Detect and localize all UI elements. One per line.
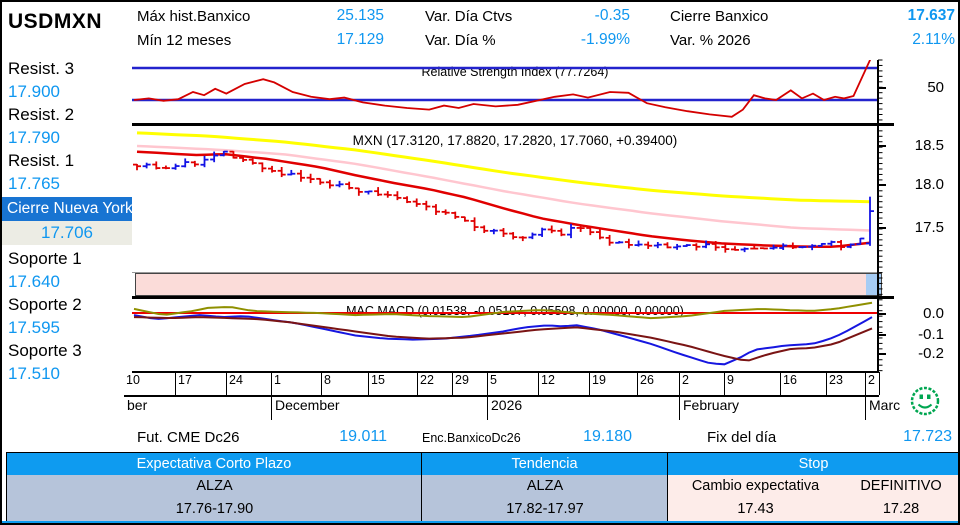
resist-1-value: 17.765 (8, 174, 60, 193)
stat-label-var-2026: Var. % 2026 (670, 32, 751, 49)
stop-definitivo-value: 17.28 (882, 501, 920, 517)
stat-label-var-ctvs: Var. Día Ctvs (425, 8, 513, 25)
y-axis-label: 18.0 (914, 176, 944, 193)
resist-3-label: Resist. 3 (8, 59, 75, 78)
enc-banxico-label: Enc.BanxicoDc26 (422, 431, 521, 445)
tendencia-range: 17.82-17.97 (506, 501, 584, 517)
x-tick-label: 29 (452, 373, 487, 395)
x-tick-label: 17 (175, 373, 226, 395)
x-tick-label: 2 (865, 373, 879, 395)
price-panel-baseline (132, 272, 877, 273)
x-tick-label: 2 (679, 373, 724, 395)
y-axis-label: 50 (927, 79, 944, 96)
resist-2-label: Resist. 2 (8, 105, 75, 124)
x-tick-label: 12 (538, 373, 589, 395)
price-panel: MXN (17.3120, 17.8820, 17.2820, 17.7060,… (132, 126, 877, 273)
expectativa-range: 17.76-17.90 (175, 501, 254, 517)
bottom-accent-strip (2, 521, 958, 523)
rsi-panel: Relative Strength Index (77.7264) (132, 60, 877, 124)
x-tick-label: 24 (226, 373, 271, 395)
stat-label-min-12m: Mín 12 meses (137, 32, 232, 49)
x-month-label: Marc (865, 397, 914, 420)
x-tick-label: 23 (826, 373, 865, 395)
expectativa-trend: ALZA (196, 478, 233, 494)
cierre-nueva-york-cell[interactable]: Cierre Nueva York (2, 197, 133, 221)
y-axis-label: -0.2 (918, 345, 944, 362)
x-month-label: 2026 (487, 397, 679, 420)
x-month-label: February (679, 397, 865, 420)
soporte-3-value: 17.510 (8, 364, 60, 383)
y-axis-label: 0.0 (923, 305, 944, 322)
x-tick-label: 1 (271, 373, 321, 395)
header-stop: Stop (668, 453, 958, 475)
panel-separator (132, 296, 894, 299)
tendencia-cell-bg (422, 475, 668, 521)
soporte-2-label: Soporte 2 (8, 295, 82, 314)
stat-value-max-hist: 25.135 (336, 7, 384, 24)
stat-label-max-hist: Máx hist.Banxico (137, 8, 251, 25)
x-axis-divider (124, 395, 879, 397)
x-axis-end-line (879, 372, 880, 395)
resist-2-value: 17.790 (8, 128, 60, 147)
y-axis (877, 59, 886, 372)
soporte-3-label: Soporte 3 (8, 341, 82, 360)
lower-band (135, 273, 882, 296)
stat-label-cierre-banxico: Cierre Banxico (670, 8, 769, 25)
x-tick-label: 9 (724, 373, 780, 395)
svg-text:MXN (17.3120, 17.8820, 17.2820: MXN (17.3120, 17.8820, 17.2820, 17.7060,… (353, 133, 678, 148)
x-axis-months: ber December 2026 February Marc (124, 397, 914, 420)
x-tick-label: 22 (417, 373, 452, 395)
x-axis-line (132, 371, 879, 373)
soporte-1-label: Soporte 1 (8, 249, 82, 268)
x-tick-label: 15 (368, 373, 417, 395)
stop-cell-bg (668, 475, 958, 521)
stop-definitivo-label: DEFINITIVO (860, 478, 942, 494)
fut-cme-value: 19.011 (339, 428, 387, 445)
smiley-icon (910, 386, 940, 416)
stop-cambio-value: 17.43 (737, 501, 774, 517)
stat-value-var-ctvs: -0.35 (594, 7, 630, 24)
x-axis-ticks: 10 17 24 1 8 15 22 29 5 12 19 26 2 9 16 23 2 (124, 373, 879, 395)
resist-1-label: Resist. 1 (8, 151, 75, 170)
stop-cambio-label: Cambio expectativa (691, 478, 820, 494)
instrument-symbol: USDMXN (8, 10, 103, 33)
y-axis-label: 18.5 (914, 137, 944, 154)
x-month-label: ber (127, 397, 148, 413)
expectativa-cell-bg (7, 475, 422, 521)
soporte-2-value: 17.595 (8, 318, 60, 337)
y-axis-label: -0.1 (918, 326, 944, 343)
x-tick-label: 10 (126, 373, 140, 387)
soporte-1-value: 17.640 (8, 272, 60, 291)
outlook-table: Expectativa Corto Plazo Tendencia Stop A… (6, 452, 958, 523)
header-tendencia: Tendencia (422, 453, 668, 475)
enc-banxico-value: 19.180 (583, 428, 632, 445)
header-expectativa: Expectativa Corto Plazo (7, 453, 422, 475)
panel-separator (132, 123, 894, 126)
cierre-nueva-york-value: 17.706 (2, 221, 132, 245)
stat-value-min-12m: 17.129 (336, 31, 384, 48)
stat-value-var-2026: 2.11% (912, 31, 955, 48)
fix-del-dia-value: 17.723 (903, 428, 952, 445)
x-tick-label: 8 (321, 373, 368, 395)
x-tick-label: 26 (637, 373, 679, 395)
resist-3-value: 17.900 (8, 82, 60, 101)
x-tick-label: 5 (487, 373, 538, 395)
tendencia-trend: ALZA (526, 478, 564, 494)
x-month-label: December (271, 397, 487, 420)
fut-cme-label: Fut. CME Dc26 (137, 429, 240, 446)
x-tick-label: 19 (589, 373, 637, 395)
x-tick-label: 16 (780, 373, 826, 395)
macd-panel: MAC MACD (0.01538, -0.05107, 0.05508, 0.… (132, 299, 877, 372)
fix-del-dia-label: Fix del día (707, 429, 777, 446)
stat-value-cierre-banxico: 17.637 (907, 7, 955, 24)
stat-value-var-pct: -1.99% (580, 31, 630, 48)
y-axis-label: 17.5 (914, 219, 944, 236)
stat-label-var-pct: Var. Día % (425, 32, 496, 49)
